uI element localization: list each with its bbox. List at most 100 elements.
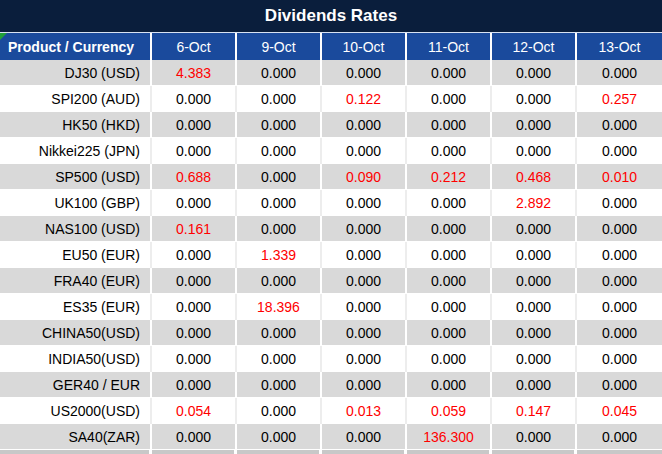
value-cell[interactable]: 0.147 — [492, 398, 577, 424]
value-cell[interactable]: 0.000 — [237, 86, 322, 112]
value-cell[interactable]: 0.000 — [407, 216, 492, 242]
value-cell[interactable]: 0.000 — [492, 294, 577, 320]
value-cell[interactable]: 0.122 — [322, 86, 407, 112]
value-cell[interactable]: 0.000 — [322, 60, 407, 86]
value-cell[interactable]: 0.000 — [407, 294, 492, 320]
value-cell[interactable]: 0.000 — [492, 138, 577, 164]
value-cell[interactable]: 0.000 — [237, 190, 322, 216]
value-cell[interactable]: 0.000 — [152, 138, 237, 164]
value-cell[interactable]: 0.000 — [237, 372, 322, 398]
value-cell[interactable]: 0.000 — [322, 346, 407, 372]
value-cell[interactable]: 2.892 — [492, 190, 577, 216]
value-cell[interactable]: 0.000 — [407, 372, 492, 398]
product-cell[interactable]: EU50 (EUR) — [0, 242, 152, 268]
product-cell[interactable]: DJ30 (USD) — [0, 60, 152, 86]
product-cell[interactable]: US2000(USD) — [0, 398, 152, 424]
value-cell[interactable]: 0.059 — [407, 398, 492, 424]
value-cell[interactable]: 0.000 — [577, 320, 662, 346]
value-cell[interactable]: 0.000 — [152, 346, 237, 372]
value-cell[interactable]: 0.000 — [407, 112, 492, 138]
value-cell[interactable]: 0.000 — [152, 294, 237, 320]
value-cell[interactable]: 0.000 — [492, 60, 577, 86]
value-cell[interactable]: 0.000 — [152, 424, 237, 450]
value-cell[interactable]: 0.000 — [152, 268, 237, 294]
value-cell[interactable]: 0.000 — [577, 372, 662, 398]
product-cell[interactable]: INDIA50(USD) — [0, 346, 152, 372]
value-cell[interactable]: 0.000 — [577, 424, 662, 450]
value-cell[interactable]: 0.000 — [577, 242, 662, 268]
value-cell[interactable]: 0.000 — [322, 294, 407, 320]
value-cell[interactable]: 0.000 — [152, 320, 237, 346]
value-cell[interactable]: 0.468 — [492, 164, 577, 190]
product-cell[interactable]: FRA40 (EUR) — [0, 268, 152, 294]
value-cell[interactable]: 0.000 — [407, 320, 492, 346]
product-cell[interactable]: ES35 (EUR) — [0, 294, 152, 320]
value-cell[interactable]: 0.000 — [237, 424, 322, 450]
value-cell[interactable]: 0.688 — [152, 164, 237, 190]
value-cell[interactable]: 0.000 — [492, 372, 577, 398]
value-cell[interactable]: 1.339 — [237, 242, 322, 268]
value-cell[interactable]: 0.000 — [322, 372, 407, 398]
value-cell[interactable]: 0.000 — [577, 60, 662, 86]
value-cell[interactable]: 0.000 — [577, 138, 662, 164]
column-header-product-currency[interactable]: Product / Currency — [0, 33, 152, 60]
value-cell[interactable]: 0.013 — [322, 398, 407, 424]
value-cell[interactable]: 0.000 — [237, 164, 322, 190]
column-header-date[interactable]: 11-Oct — [407, 33, 492, 60]
value-cell[interactable]: 0.000 — [237, 346, 322, 372]
value-cell[interactable]: 0.000 — [492, 346, 577, 372]
value-cell[interactable]: 0.000 — [237, 398, 322, 424]
value-cell[interactable]: 0.257 — [577, 86, 662, 112]
product-cell[interactable]: CHINA50(USD) — [0, 320, 152, 346]
value-cell[interactable]: 0.000 — [407, 190, 492, 216]
value-cell[interactable]: 0.000 — [407, 86, 492, 112]
value-cell[interactable]: 0.000 — [492, 112, 577, 138]
value-cell[interactable]: 0.000 — [237, 320, 322, 346]
column-header-date[interactable]: 13-Oct — [577, 33, 662, 60]
value-cell[interactable]: 0.010 — [577, 164, 662, 190]
product-cell[interactable]: SA40(ZAR) — [0, 424, 152, 450]
product-cell[interactable]: SPI200 (AUD) — [0, 86, 152, 112]
value-cell[interactable]: 0.090 — [322, 164, 407, 190]
value-cell[interactable]: 0.000 — [492, 424, 577, 450]
value-cell[interactable]: 0.000 — [237, 60, 322, 86]
value-cell[interactable]: 0.000 — [492, 86, 577, 112]
value-cell[interactable]: 0.000 — [322, 112, 407, 138]
product-cell[interactable]: NAS100 (USD) — [0, 216, 152, 242]
value-cell[interactable]: 0.000 — [152, 112, 237, 138]
column-header-date[interactable]: 9-Oct — [237, 33, 322, 60]
product-cell[interactable]: HK50 (HKD) — [0, 112, 152, 138]
value-cell[interactable]: 0.000 — [577, 190, 662, 216]
value-cell[interactable]: 0.000 — [492, 268, 577, 294]
value-cell[interactable]: 0.000 — [152, 242, 237, 268]
value-cell[interactable]: 0.000 — [492, 320, 577, 346]
value-cell[interactable]: 0.000 — [322, 320, 407, 346]
product-cell[interactable]: GER40 / EUR — [0, 372, 152, 398]
value-cell[interactable]: 0.000 — [322, 424, 407, 450]
product-cell[interactable]: Nikkei225 (JPN) — [0, 138, 152, 164]
value-cell[interactable]: 0.054 — [152, 398, 237, 424]
column-header-date[interactable]: 12-Oct — [492, 33, 577, 60]
value-cell[interactable]: 0.000 — [407, 268, 492, 294]
column-header-date[interactable]: 6-Oct — [152, 33, 237, 60]
product-cell[interactable]: UK100 (GBP) — [0, 190, 152, 216]
value-cell[interactable]: 0.212 — [407, 164, 492, 190]
value-cell[interactable]: 0.000 — [492, 242, 577, 268]
value-cell[interactable]: 0.000 — [577, 294, 662, 320]
value-cell[interactable]: 0.000 — [407, 242, 492, 268]
value-cell[interactable]: 0.000 — [322, 216, 407, 242]
value-cell[interactable]: 0.000 — [152, 372, 237, 398]
column-header-date[interactable]: 10-Oct — [322, 33, 407, 60]
value-cell[interactable]: 18.396 — [237, 294, 322, 320]
value-cell[interactable]: 0.000 — [237, 216, 322, 242]
value-cell[interactable]: 0.000 — [407, 138, 492, 164]
value-cell[interactable]: 0.000 — [237, 268, 322, 294]
value-cell[interactable]: 0.000 — [577, 216, 662, 242]
value-cell[interactable]: 0.045 — [577, 398, 662, 424]
value-cell[interactable]: 136.300 — [407, 424, 492, 450]
value-cell[interactable]: 0.000 — [492, 216, 577, 242]
value-cell[interactable]: 0.000 — [322, 242, 407, 268]
value-cell[interactable]: 0.000 — [407, 60, 492, 86]
value-cell[interactable]: 0.000 — [407, 346, 492, 372]
value-cell[interactable]: 0.000 — [577, 268, 662, 294]
